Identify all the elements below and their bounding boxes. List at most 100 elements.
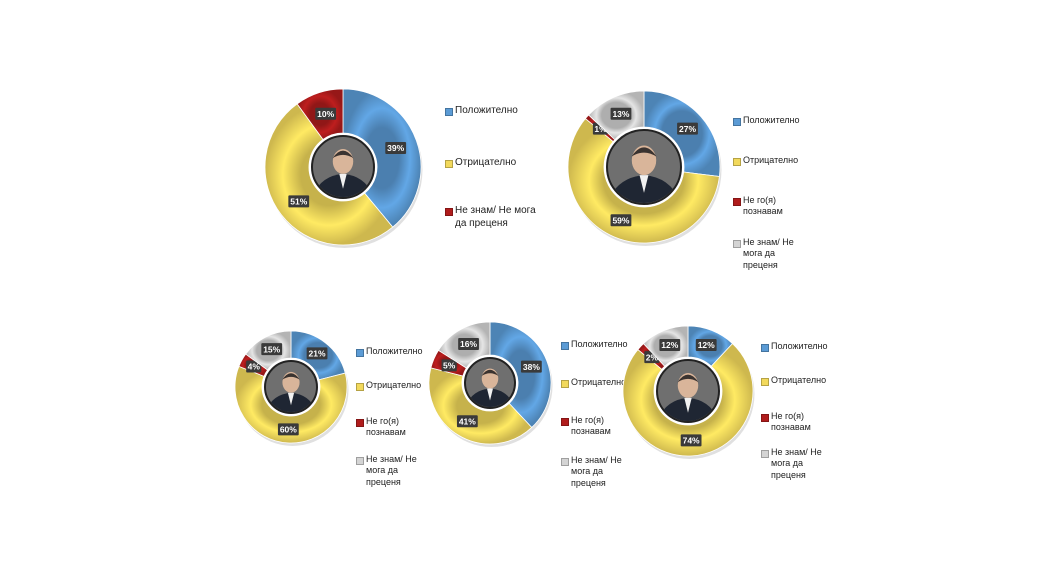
legend-label: Не го(я) познавам <box>743 195 783 217</box>
svg-text:59%: 59% <box>612 215 629 225</box>
legend-item: Положително <box>356 346 434 357</box>
svg-text:10%: 10% <box>317 109 334 119</box>
data-label: 16% <box>458 338 479 351</box>
svg-text:39%: 39% <box>387 143 404 153</box>
legend-item: Не знам/ Не мога да преценя <box>561 455 639 489</box>
legend-item: Не знам/ Не мога да преценя <box>733 237 811 271</box>
legend-item: Отрицателно <box>445 157 545 170</box>
data-label: 51% <box>288 195 310 208</box>
legend-swatch <box>733 118 741 126</box>
legend-swatch <box>445 160 453 168</box>
legend-swatch <box>561 380 569 388</box>
data-label: 38% <box>520 360 542 373</box>
person-portrait-icon <box>264 360 318 414</box>
svg-text:16%: 16% <box>460 339 477 349</box>
legend-label: Не знам/ Не мога да преценя <box>571 455 622 488</box>
legend-swatch <box>761 344 769 352</box>
legend-label: Не знам/ Не мога да преценя <box>366 454 417 487</box>
legend-item: Не го(я) познавам <box>733 195 811 218</box>
svg-text:13%: 13% <box>612 109 629 119</box>
svg-text:21%: 21% <box>309 349 326 359</box>
legend-item: Отрицателно <box>561 377 639 388</box>
legend-item: Не знам/ Не мога да преценя <box>761 447 839 481</box>
legend-swatch <box>561 418 569 426</box>
donut-chart-4: 38% 41% 5% 16% <box>423 316 557 450</box>
svg-text:27%: 27% <box>679 124 696 134</box>
legend-swatch <box>561 458 569 466</box>
legend-label: Не го(я) познавам <box>771 411 811 433</box>
legend-swatch <box>733 198 741 206</box>
legend-swatch <box>445 208 453 216</box>
legend-item: Отрицателно <box>356 380 434 391</box>
legend-swatch <box>761 414 769 422</box>
data-label: 13% <box>610 107 632 120</box>
legend-item: Положително <box>761 341 839 352</box>
donut-svg: 21% 60% 4%15% <box>234 330 349 446</box>
donut-svg: 38% 41% 5% 16% <box>428 321 553 447</box>
legend-swatch <box>356 457 364 465</box>
donut-chart-2: 27% 59% 1% 13% <box>562 85 726 249</box>
legend-label: Положително <box>455 105 518 116</box>
donut-chart-1: 39% 51% 10% <box>259 83 427 251</box>
legend-swatch <box>445 108 453 116</box>
person-portrait-icon <box>656 359 720 423</box>
legend-label: Положително <box>743 115 800 125</box>
donut-chart-5: 12% 74% 2% 12% <box>617 320 759 462</box>
data-label: 4% <box>246 360 262 373</box>
donut-chart-3: 21% 60% 4% 15% <box>229 325 353 449</box>
person-portrait-icon <box>464 357 516 409</box>
data-label: 41% <box>456 415 478 428</box>
legend-label: Не го(я) познавам <box>571 415 611 437</box>
svg-text:41%: 41% <box>459 417 476 427</box>
legend-label: Положително <box>571 339 628 349</box>
legend-label: Отрицателно <box>743 155 799 165</box>
legend-label: Не знам/ Не мога да преценя <box>455 205 536 229</box>
person-portrait-icon <box>311 135 375 199</box>
svg-text:38%: 38% <box>523 362 540 372</box>
legend-label: Положително <box>366 346 423 356</box>
svg-text:60%: 60% <box>280 425 297 435</box>
svg-text:2%: 2% <box>646 352 659 362</box>
legend-item: Отрицателно <box>761 375 839 386</box>
svg-text:51%: 51% <box>290 197 307 207</box>
person-portrait-icon <box>606 129 682 205</box>
slice-negative <box>622 343 754 457</box>
legend-swatch <box>356 419 364 427</box>
legend-item: Положително <box>445 105 545 118</box>
svg-text:12%: 12% <box>698 340 715 350</box>
legend-swatch <box>733 240 741 248</box>
data-label: 12% <box>695 338 717 351</box>
svg-text:12%: 12% <box>661 340 678 350</box>
legend-item: Не го(я) познавам <box>356 416 434 439</box>
svg-text:15%: 15% <box>263 344 280 354</box>
data-label: 12% <box>659 338 681 351</box>
data-label: 21% <box>306 347 328 360</box>
legend-label: Не знам/ Не мога да преценя <box>771 447 822 480</box>
legend-swatch <box>761 450 769 458</box>
data-label: 59% <box>610 214 632 227</box>
legend-swatch <box>356 349 364 357</box>
data-label: 5% <box>441 359 457 372</box>
legend-label: Отрицателно <box>571 377 627 387</box>
legend-label: Отрицателно <box>771 375 827 385</box>
svg-text:74%: 74% <box>683 436 700 446</box>
legend-swatch <box>733 158 741 166</box>
data-label: 74% <box>680 434 702 447</box>
donut-svg: 12%74%2%12% <box>622 325 755 459</box>
legend-label: Не го(я) познавам <box>366 416 406 438</box>
legend-item: Не знам/ Не мога да преценя <box>356 454 434 488</box>
legend-swatch <box>761 378 769 386</box>
data-label: 60% <box>277 423 299 436</box>
legend-label: Положително <box>771 341 828 351</box>
data-label: 15% <box>261 343 283 356</box>
legend-item: Не го(я) познавам <box>561 415 639 438</box>
svg-text:5%: 5% <box>443 361 456 371</box>
legend-item: Отрицателно <box>733 155 811 166</box>
legend-item: Не го(я) познавам <box>761 411 839 434</box>
legend-label: Отрицателно <box>366 380 422 390</box>
svg-text:4%: 4% <box>248 362 261 372</box>
legend-label: Не знам/ Не мога да преценя <box>743 237 794 270</box>
legend-item: Положително <box>561 339 639 350</box>
donut-svg: 27% 59% 1% 13% <box>567 90 722 246</box>
svg-text:1%: 1% <box>594 124 607 134</box>
